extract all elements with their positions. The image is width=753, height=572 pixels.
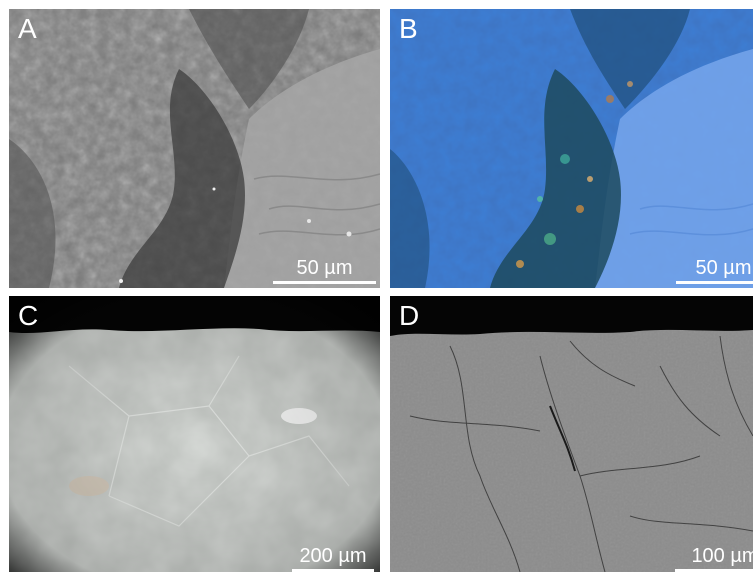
- panel-a-scale-bar: 50 µm: [273, 258, 376, 284]
- panel-c: C 200 µm: [9, 296, 380, 572]
- panel-a-letter: A: [18, 13, 37, 44]
- panel-b-scale-bar: 50 µm: [676, 258, 753, 284]
- panel-c-scale-label: 200 µm: [299, 545, 367, 567]
- panel-b-scale-line: [676, 281, 753, 284]
- panel-c-scale-line: [292, 569, 374, 572]
- panel-c-scale-bar: 200 µm: [292, 546, 374, 572]
- panel-a-micrograph: [9, 9, 380, 288]
- panel-a: A 50 µm: [9, 9, 380, 288]
- panel-d-letter: D: [399, 300, 420, 331]
- panel-b: B 50 µm: [390, 9, 753, 288]
- panel-b-scale-label: 50 µm: [695, 257, 752, 279]
- panel-c-letter: C: [18, 300, 39, 331]
- panel-a-scale-label: 50 µm: [296, 257, 353, 279]
- panel-a-scale-line: [273, 281, 376, 284]
- panel-c-micrograph: [9, 296, 380, 572]
- panel-d-scale-line: [675, 569, 753, 572]
- panel-d-scale-label: 100 µm: [691, 545, 753, 567]
- panel-d-scale-bar: 100 µm: [675, 546, 753, 572]
- panel-d: D 100 µm: [390, 296, 753, 572]
- panel-d-micrograph: [390, 296, 753, 572]
- panel-b-micrograph: [390, 9, 753, 288]
- panel-b-letter: B: [399, 13, 418, 44]
